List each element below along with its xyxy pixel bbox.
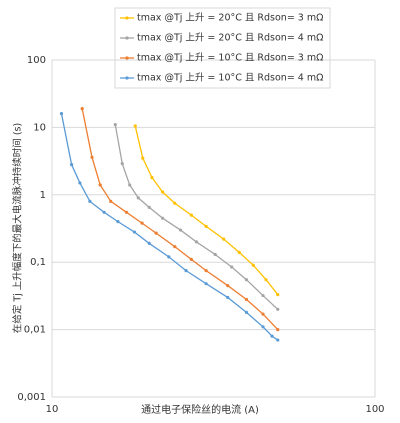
y-tick-label: 0,001 — [17, 392, 46, 403]
point — [264, 278, 268, 282]
point — [116, 220, 120, 224]
point — [141, 156, 145, 160]
legend-marker — [125, 36, 129, 40]
point — [173, 245, 177, 249]
point — [261, 325, 265, 329]
point — [80, 107, 84, 111]
legend-label: tmax @Tj 上升 = 20°C 且 Rdson= 3 mΩ — [137, 13, 323, 24]
point — [276, 328, 280, 332]
point — [204, 269, 208, 273]
point — [276, 338, 280, 342]
legend-marker — [125, 76, 129, 80]
point — [161, 216, 165, 220]
series-line — [60, 113, 279, 341]
series-line — [134, 125, 279, 296]
point — [124, 210, 129, 214]
point — [244, 278, 249, 282]
point — [167, 255, 171, 259]
point — [150, 175, 154, 180]
point — [237, 250, 241, 254]
point — [189, 257, 193, 262]
y-tick-label: 10 — [33, 122, 46, 133]
point — [226, 283, 230, 288]
point — [161, 190, 165, 194]
legend-box — [114, 7, 331, 89]
y-axis-label: 在给定 Tj 上升幅度下的最大电流脉冲持续时间 (s) — [12, 123, 24, 333]
point — [230, 265, 234, 269]
legend-marker — [125, 16, 129, 20]
point — [276, 293, 280, 297]
series-line — [114, 124, 279, 310]
legend-label: tmax @Tj 上升 = 10°C 且 Rdson= 3 mΩ — [137, 53, 323, 64]
point — [70, 163, 74, 167]
legend-marker — [125, 56, 129, 60]
point — [120, 162, 124, 166]
point — [222, 237, 226, 241]
point — [173, 201, 177, 205]
legend-label: tmax @Tj 上升 = 10°C 且 Rdson= 4 mΩ — [137, 73, 323, 84]
point — [59, 112, 64, 116]
legend-label: tmax @Tj 上升 = 20°C 且 Rdson= 4 mΩ — [137, 33, 323, 44]
point — [113, 123, 117, 127]
x-tick-label: 100 — [365, 404, 384, 415]
y-tick-label: 100 — [27, 55, 46, 66]
point — [189, 213, 193, 217]
x-axis-label: 通过电子保险丝的电流 (A) — [141, 403, 259, 416]
point — [78, 181, 82, 185]
y-tick-label: 1 — [40, 190, 46, 201]
point — [194, 240, 199, 244]
point — [244, 310, 249, 314]
y-tick-label: 0,01 — [24, 325, 46, 336]
point — [136, 196, 140, 200]
point — [184, 269, 188, 273]
point — [154, 231, 158, 235]
point — [270, 334, 274, 338]
point — [133, 124, 137, 128]
point — [147, 205, 151, 210]
point — [226, 295, 230, 300]
point — [132, 230, 137, 234]
point — [147, 241, 151, 246]
point — [109, 199, 113, 203]
x-tick-label: 10 — [46, 404, 59, 415]
point — [140, 221, 144, 225]
point — [244, 297, 249, 302]
point — [213, 252, 217, 257]
point — [261, 312, 265, 316]
point — [98, 183, 102, 187]
point — [102, 210, 106, 214]
point — [251, 263, 255, 267]
point — [88, 199, 92, 203]
point — [90, 155, 94, 159]
point — [128, 183, 132, 187]
series-line — [81, 108, 279, 331]
point — [204, 282, 208, 286]
point — [204, 224, 208, 228]
y-tick-label: 0,1 — [30, 257, 46, 268]
point — [261, 293, 265, 298]
point — [178, 228, 183, 232]
point — [276, 307, 280, 311]
